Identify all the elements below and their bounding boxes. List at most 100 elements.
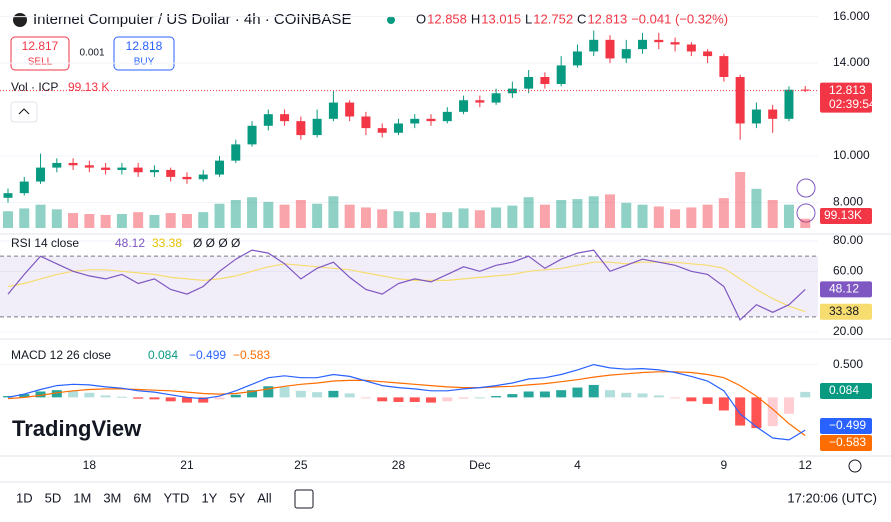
candle-body <box>442 111 452 122</box>
rsi-ma-line <box>7 261 806 313</box>
ohlc-key: O <box>416 11 426 26</box>
range-button[interactable]: 1Y <box>201 490 217 505</box>
ohlc-value: 12.752 <box>533 11 573 26</box>
volume-bar <box>474 210 485 228</box>
rsi-legend-extra: Ø Ø Ø Ø <box>193 236 240 250</box>
macd-legend-signal: −0.583 <box>233 348 270 362</box>
candle-body <box>556 65 566 84</box>
macd-hist-bar <box>393 397 404 402</box>
rsi-ma-axis-label: 33.38 <box>829 304 859 318</box>
range-button[interactable]: 5D <box>45 490 62 505</box>
macd-legend: MACD 12 26 close <box>11 348 111 362</box>
volume-bar <box>442 212 453 228</box>
candle-body <box>735 77 745 124</box>
volume-bar <box>604 194 615 228</box>
volume-bar <box>165 213 176 228</box>
volume-bar <box>149 214 160 228</box>
volume-bar <box>735 172 746 228</box>
candle-body <box>540 77 550 84</box>
price-tag <box>820 82 872 113</box>
range-button[interactable]: YTD <box>163 490 189 505</box>
volume-bar <box>51 209 62 228</box>
macd-hist-bar <box>377 397 388 402</box>
macd-hist-bar <box>198 397 209 403</box>
candle-body <box>589 39 599 52</box>
macd-hist-bar <box>344 393 355 398</box>
macd-hist-bar <box>735 397 746 426</box>
sell-button[interactable]: 12.817 SELL <box>10 36 70 71</box>
macd-hist-bar <box>116 396 127 398</box>
volume-bar <box>68 213 79 228</box>
volume-bar <box>621 202 632 228</box>
candle-body <box>345 102 355 117</box>
candle-body <box>426 118 436 122</box>
range-button[interactable]: 1D <box>16 490 33 505</box>
countdown: 02:39:54 <box>829 97 876 111</box>
volume-bar <box>328 196 339 228</box>
x-tick-label: 9 <box>721 458 728 472</box>
macd-axis-label: −0.499 <box>829 418 866 432</box>
macd-hist-bar <box>312 392 323 398</box>
volume-bar <box>360 207 371 228</box>
candle-body <box>459 100 469 112</box>
macd-hist-bar <box>474 397 485 399</box>
candle-body <box>670 42 680 45</box>
volume-bar <box>247 197 258 228</box>
candle-body <box>312 118 322 136</box>
candle-body <box>491 93 501 103</box>
flash-button[interactable] <box>796 203 816 223</box>
price-tag <box>820 208 872 224</box>
volume-bar <box>588 196 599 228</box>
buy-box[interactable] <box>113 36 175 71</box>
macd-hist-bar <box>214 397 225 400</box>
volume-bar <box>800 218 811 228</box>
macd-hist-bar <box>621 392 632 398</box>
volume-bar <box>653 206 664 228</box>
macd-hist-bar <box>751 397 762 429</box>
collapse-button[interactable] <box>10 101 38 123</box>
macd-hist-bar <box>702 397 713 404</box>
candle-body <box>263 114 273 126</box>
macd-hist-bar <box>230 394 241 398</box>
range-button[interactable]: 1M <box>73 490 91 505</box>
volume-bar <box>295 200 306 228</box>
candle-body <box>410 118 420 124</box>
ai-button[interactable] <box>796 178 816 198</box>
candle-body <box>149 169 159 173</box>
rsi-legend-ma: 33.38 <box>152 236 182 250</box>
candle-body <box>36 167 46 182</box>
macd-hist-bar <box>409 397 420 402</box>
volume-bar <box>718 198 729 228</box>
x-tick-label: 25 <box>294 458 308 472</box>
volume-bar <box>344 204 355 228</box>
settings-button[interactable] <box>848 459 862 473</box>
volume-bar <box>539 204 550 228</box>
range-button[interactable]: All <box>257 490 272 505</box>
macd-hist-bar <box>328 390 339 398</box>
last-price: 12.813 <box>829 83 866 97</box>
range-button[interactable]: 3M <box>103 490 121 505</box>
volume-bar <box>426 213 437 228</box>
range-button[interactable]: 5Y <box>229 490 245 505</box>
macd-hist-axis-label: 0.084 <box>829 383 859 397</box>
symbol-icon <box>13 13 27 27</box>
buy-button[interactable]: 12.818 BUY <box>113 36 175 71</box>
price-tag <box>820 418 872 434</box>
volume-axis-label: 99.13K <box>824 208 862 222</box>
macd-hist-bar <box>507 394 518 398</box>
candle-body <box>784 89 794 119</box>
volume-bar <box>279 204 290 228</box>
date-range-button[interactable] <box>294 489 314 509</box>
change-label: −0.041 (−0.32%) <box>631 11 728 26</box>
candle-body <box>280 114 290 122</box>
candle-body <box>133 167 143 173</box>
range-button[interactable]: 6M <box>133 490 151 505</box>
sell-box[interactable] <box>10 36 70 71</box>
macd-hist-bar <box>458 397 469 399</box>
macd-hist-bar <box>279 386 290 398</box>
macd-hist-bar <box>670 397 681 399</box>
candle-body <box>231 144 241 161</box>
volume-bar <box>572 199 583 228</box>
candle-body <box>621 49 631 59</box>
